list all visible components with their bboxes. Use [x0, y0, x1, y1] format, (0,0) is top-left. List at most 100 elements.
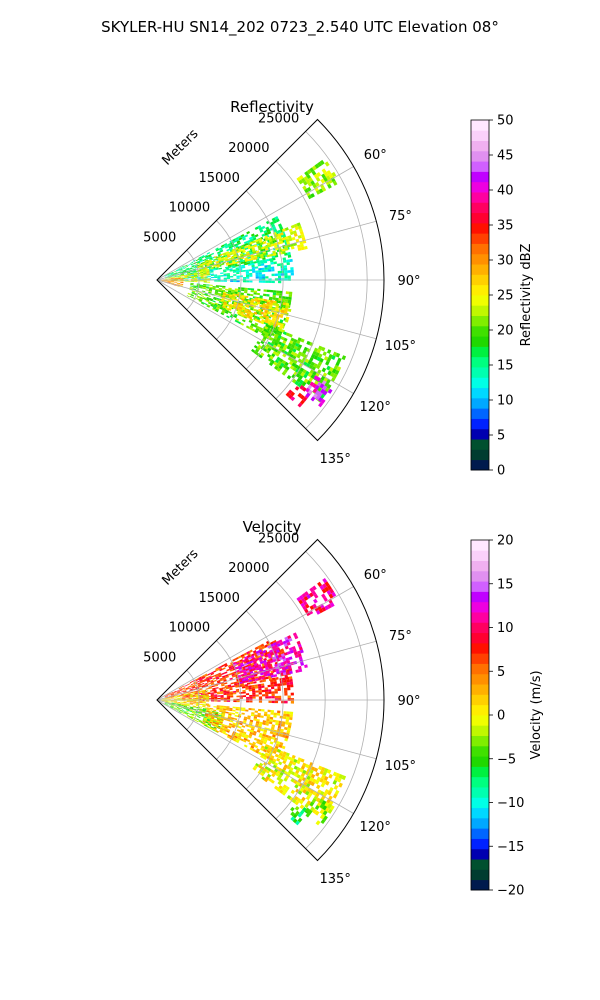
echo-cell	[176, 696, 181, 698]
echo-cell	[282, 672, 287, 676]
echo-cell	[189, 689, 193, 692]
echo-cell	[177, 281, 181, 282]
echo-cell	[331, 368, 337, 374]
echo-cell	[170, 706, 174, 709]
echo-cell	[218, 259, 222, 262]
echo-cell	[234, 243, 239, 247]
echo-cell	[274, 695, 279, 699]
colorbar-segment	[471, 581, 489, 592]
echo-cell	[218, 287, 223, 290]
echo-cell	[299, 809, 305, 815]
echo-cell	[201, 676, 205, 679]
echo-cell	[324, 605, 330, 611]
echo-cell	[285, 392, 291, 397]
echo-cell	[164, 274, 168, 277]
echo-cell	[332, 180, 338, 186]
echo-cell	[260, 747, 264, 751]
echo-cell	[286, 730, 291, 734]
echo-cell	[276, 740, 281, 745]
echo-cell	[165, 278, 169, 279]
echo-cell	[304, 608, 309, 614]
range-tick-label: 15000	[198, 591, 239, 606]
echo-cell	[210, 681, 215, 685]
echo-cell	[175, 709, 179, 712]
echo-cell	[173, 282, 177, 284]
echo-cell	[258, 690, 262, 693]
echo-cell	[241, 679, 246, 682]
echo-cell	[288, 722, 292, 726]
echo-cell	[281, 791, 287, 796]
echo-cell	[239, 731, 243, 735]
echo-cell	[290, 245, 295, 250]
echo-cell	[190, 691, 194, 693]
echo-cell	[299, 787, 305, 793]
echo-cell	[297, 351, 303, 356]
echo-cell	[204, 684, 209, 687]
echo-cell	[263, 754, 268, 759]
echo-cell	[167, 274, 171, 276]
echo-cell	[239, 681, 243, 684]
echo-cell	[199, 264, 204, 267]
echo-cell	[167, 697, 171, 699]
echo-cell	[179, 709, 183, 712]
echo-cell	[262, 241, 267, 245]
echo-cell	[322, 578, 328, 584]
echo-cell	[290, 267, 294, 271]
echo-cell	[194, 280, 198, 282]
echo-cell	[303, 596, 309, 601]
echo-cell	[242, 733, 246, 737]
echo-cell	[277, 688, 281, 692]
echo-cell	[210, 276, 215, 279]
echo-cell	[261, 274, 266, 277]
echo-cell	[268, 735, 273, 739]
echo-cell	[238, 237, 243, 241]
colorbar-segment	[471, 140, 489, 152]
echo-cell	[223, 728, 227, 732]
echo-cell	[206, 264, 210, 267]
echo-cell	[228, 712, 232, 715]
echo-cell	[250, 233, 255, 237]
echo-cell	[248, 326, 253, 331]
echo-cell	[240, 234, 245, 238]
colorbar-segment	[471, 408, 489, 419]
echo-cell	[226, 273, 230, 275]
echo-cell	[301, 177, 306, 183]
echo-cell	[310, 374, 316, 379]
echo-cell	[281, 307, 286, 311]
echo-cell	[170, 273, 175, 276]
echo-cell	[251, 712, 255, 715]
echo-cell	[185, 711, 189, 714]
echo-cell	[309, 769, 314, 774]
echo-cell	[307, 792, 313, 798]
echo-cell	[319, 585, 325, 591]
echo-cell	[257, 344, 262, 349]
echo-cell	[296, 365, 302, 371]
echo-cell	[180, 693, 184, 695]
echo-cell	[296, 176, 302, 182]
echo-cell	[170, 704, 175, 706]
echo-cell	[227, 255, 231, 258]
echo-cell	[220, 683, 225, 686]
echo-cell	[206, 680, 211, 683]
echo-cell	[219, 307, 224, 310]
echo-cell	[286, 671, 290, 675]
echo-cell	[205, 700, 210, 702]
echo-cell	[231, 260, 236, 263]
echo-cell	[288, 294, 293, 298]
echo-cell	[199, 271, 204, 273]
echo-cell	[283, 310, 288, 314]
echo-cell	[315, 792, 320, 798]
range-tick-label: 20000	[228, 561, 269, 576]
echo-cell	[316, 381, 322, 387]
echo-cell	[260, 340, 265, 345]
echo-cell	[301, 357, 307, 362]
colorbar-segment	[471, 222, 489, 234]
echo-cell	[290, 344, 296, 349]
echo-cell	[257, 319, 262, 324]
echo-cell	[208, 266, 212, 269]
echo-cell	[241, 264, 246, 267]
echo-cell	[284, 755, 289, 759]
echo-cell	[167, 281, 171, 282]
colorbar-segment	[471, 756, 489, 767]
echo-cell	[247, 263, 252, 266]
